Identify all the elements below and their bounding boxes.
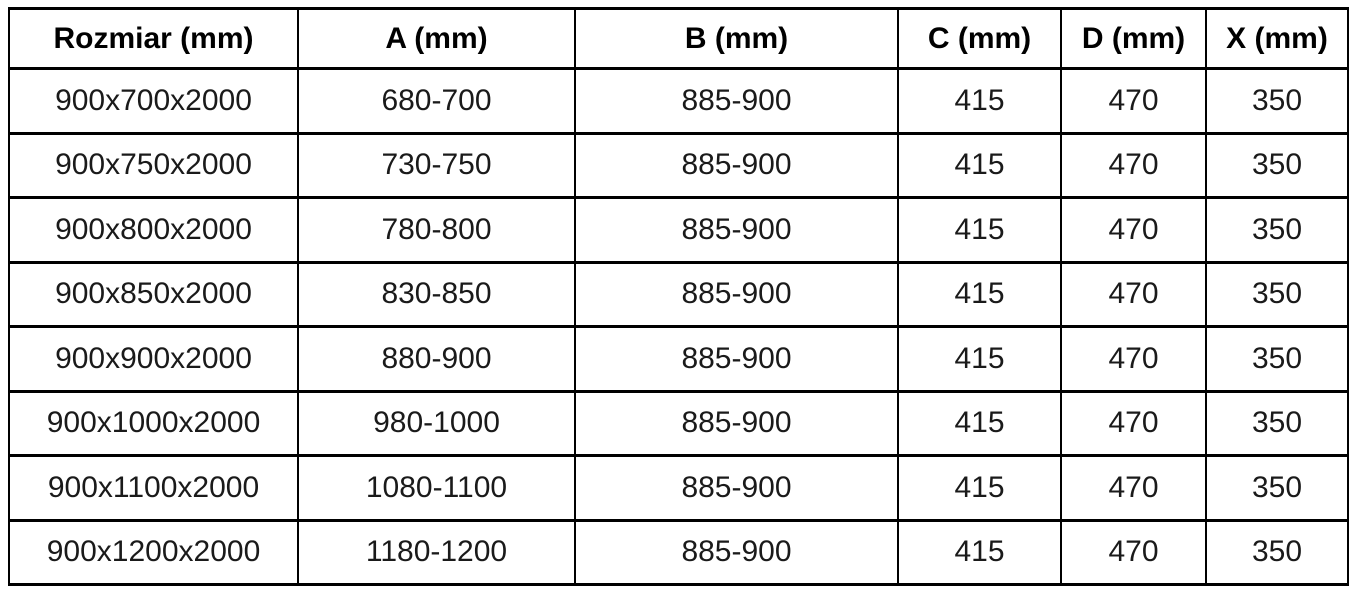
table-cell: 885-900 bbox=[574, 67, 899, 135]
table-cell: 350 bbox=[1205, 196, 1349, 264]
table-cell: 885-900 bbox=[574, 260, 899, 328]
table-cell: 415 bbox=[897, 131, 1062, 199]
table-cell: 350 bbox=[1205, 454, 1349, 522]
table-row: 900x1000x2000 980-1000 885-900 415 470 3… bbox=[8, 389, 1349, 457]
table-cell: 470 bbox=[1060, 260, 1207, 328]
table-row: 900x850x2000 830-850 885-900 415 470 350 bbox=[8, 260, 1349, 328]
table-row: 900x900x2000 880-900 885-900 415 470 350 bbox=[8, 325, 1349, 393]
table-cell: 350 bbox=[1205, 518, 1349, 586]
table-row: 900x750x2000 730-750 885-900 415 470 350 bbox=[8, 131, 1349, 199]
table-cell: 415 bbox=[897, 196, 1062, 264]
table-cell: 880-900 bbox=[297, 325, 576, 393]
table-cell: 900x800x2000 bbox=[8, 196, 299, 264]
table-cell: 415 bbox=[897, 260, 1062, 328]
table-cell: 680-700 bbox=[297, 67, 576, 135]
table-cell: 900x750x2000 bbox=[8, 131, 299, 199]
table-cell: 415 bbox=[897, 518, 1062, 586]
table-cell: 470 bbox=[1060, 389, 1207, 457]
table-cell: 1180-1200 bbox=[297, 518, 576, 586]
table-row: 900x700x2000 680-700 885-900 415 470 350 bbox=[8, 67, 1349, 135]
column-header-d: D (mm) bbox=[1060, 7, 1207, 70]
table-cell: 470 bbox=[1060, 325, 1207, 393]
table-cell: 470 bbox=[1060, 67, 1207, 135]
table-cell: 470 bbox=[1060, 518, 1207, 586]
table-cell: 780-800 bbox=[297, 196, 576, 264]
table-cell: 350 bbox=[1205, 67, 1349, 135]
column-header-rozmiar: Rozmiar (mm) bbox=[8, 7, 299, 70]
table-cell: 350 bbox=[1205, 389, 1349, 457]
table-cell: 885-900 bbox=[574, 131, 899, 199]
table-cell: 415 bbox=[897, 454, 1062, 522]
table-cell: 885-900 bbox=[574, 454, 899, 522]
table-cell: 980-1000 bbox=[297, 389, 576, 457]
table-cell: 900x1100x2000 bbox=[8, 454, 299, 522]
table-cell: 900x700x2000 bbox=[8, 67, 299, 135]
column-header-a: A (mm) bbox=[297, 7, 576, 70]
column-header-b: B (mm) bbox=[574, 7, 899, 70]
table-cell: 415 bbox=[897, 389, 1062, 457]
table-cell: 730-750 bbox=[297, 131, 576, 199]
table-cell: 470 bbox=[1060, 131, 1207, 199]
table-cell: 470 bbox=[1060, 196, 1207, 264]
table-cell: 415 bbox=[897, 325, 1062, 393]
table-cell: 350 bbox=[1205, 131, 1349, 199]
table-cell: 1080-1100 bbox=[297, 454, 576, 522]
table-cell: 900x900x2000 bbox=[8, 325, 299, 393]
table-cell: 900x1000x2000 bbox=[8, 389, 299, 457]
column-header-x: X (mm) bbox=[1205, 7, 1349, 70]
table-cell: 350 bbox=[1205, 260, 1349, 328]
table-cell: 885-900 bbox=[574, 518, 899, 586]
table-cell: 885-900 bbox=[574, 389, 899, 457]
table-row: 900x800x2000 780-800 885-900 415 470 350 bbox=[8, 196, 1349, 264]
size-table: Rozmiar (mm) A (mm) B (mm) C (mm) D (mm)… bbox=[8, 7, 1349, 586]
table-row: 900x1100x2000 1080-1100 885-900 415 470 … bbox=[8, 454, 1349, 522]
table-cell: 470 bbox=[1060, 454, 1207, 522]
table-cell: 900x1200x2000 bbox=[8, 518, 299, 586]
table-cell: 885-900 bbox=[574, 196, 899, 264]
table-cell: 830-850 bbox=[297, 260, 576, 328]
table-row: 900x1200x2000 1180-1200 885-900 415 470 … bbox=[8, 518, 1349, 586]
table-cell: 900x850x2000 bbox=[8, 260, 299, 328]
table-cell: 415 bbox=[897, 67, 1062, 135]
column-header-c: C (mm) bbox=[897, 7, 1062, 70]
table-cell: 885-900 bbox=[574, 325, 899, 393]
table-header-row: Rozmiar (mm) A (mm) B (mm) C (mm) D (mm)… bbox=[8, 7, 1349, 70]
table-cell: 350 bbox=[1205, 325, 1349, 393]
